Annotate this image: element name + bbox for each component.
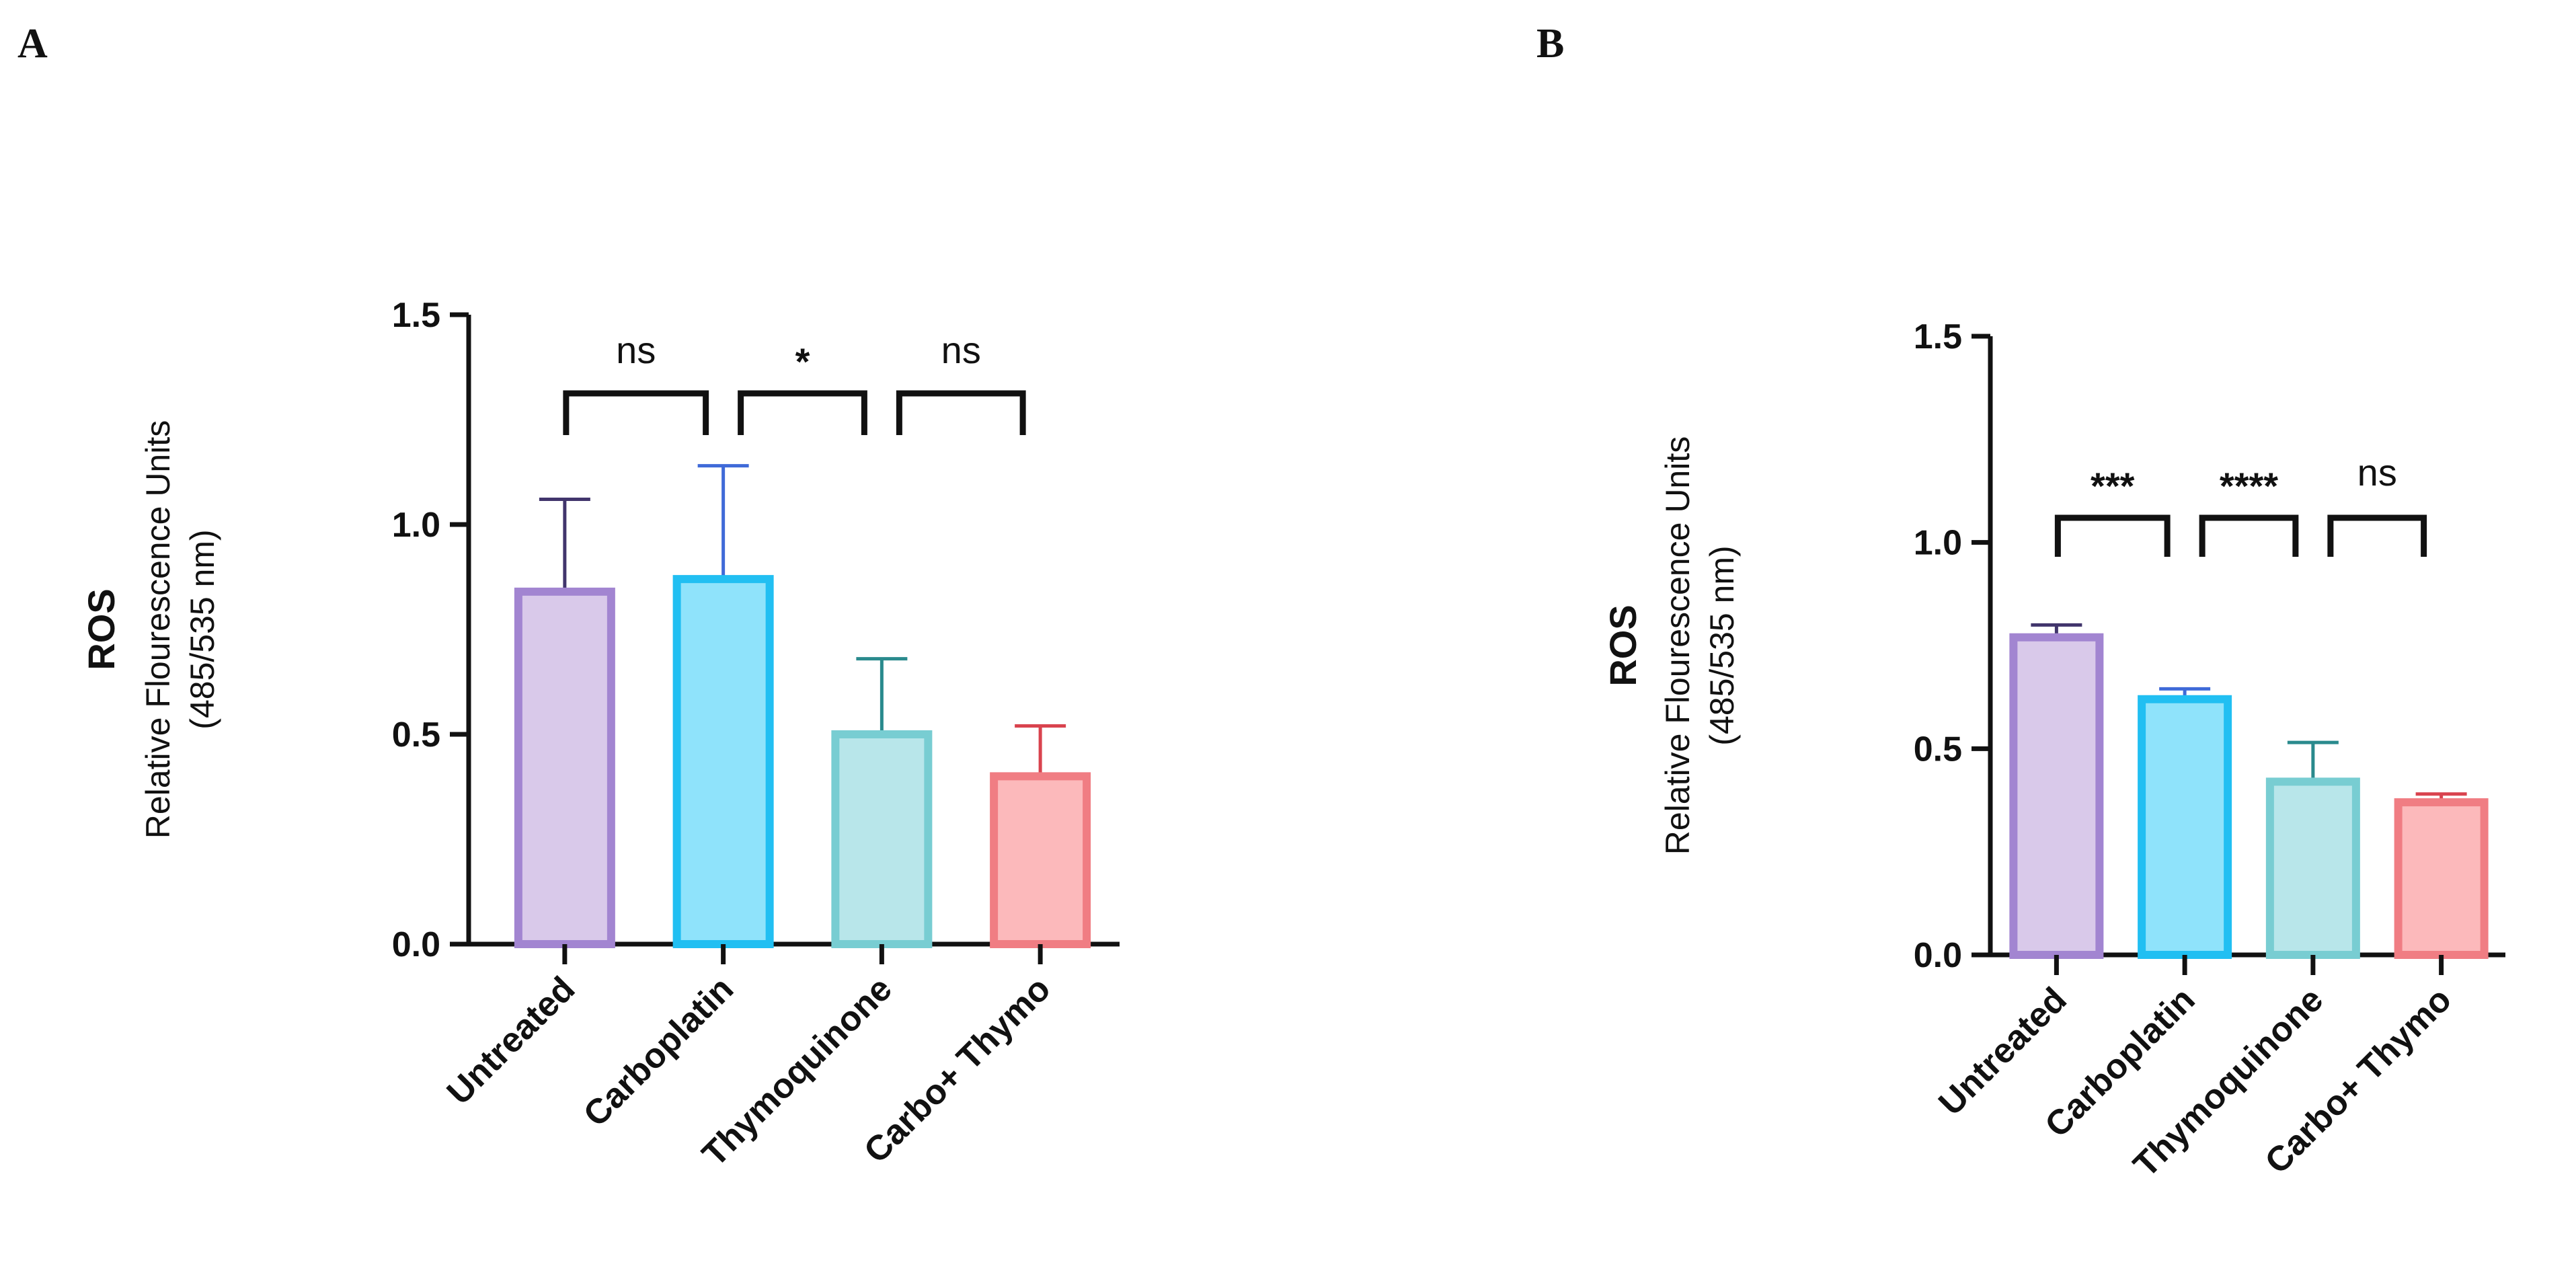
significance-bracket-a xyxy=(896,390,1026,435)
y-tick-label-a: 1.0 xyxy=(392,506,440,545)
bar-a xyxy=(672,575,774,948)
bar-b xyxy=(2009,633,2104,959)
significance-label-a: ns xyxy=(616,329,656,371)
category-label-a: Carboplatin xyxy=(576,969,741,1134)
y-axis-title-a: ROS xyxy=(80,588,122,670)
y-tick-label-b: 1.5 xyxy=(1914,317,1962,356)
y-axis-subtitle-a: Relative Flourescence Units xyxy=(139,420,177,839)
y-tick-label-a: 1.5 xyxy=(392,296,440,335)
significance-label-b: ns xyxy=(2357,451,2397,494)
bar-a xyxy=(831,730,933,948)
significance-bracket-b xyxy=(2199,514,2299,557)
y-tick-label-a: 0.0 xyxy=(392,925,440,964)
panel-b-letter: B xyxy=(1536,21,1565,67)
significance-label-b: **** xyxy=(2220,465,2278,507)
significance-bracket-a xyxy=(563,390,709,435)
bar-a xyxy=(990,772,1091,949)
chart-b: 0.0 0.5 1.0 1.5 ROS Relative Flourescence Uni… xyxy=(1602,317,2505,1185)
y-tick-label-a: 0.5 xyxy=(392,715,440,754)
chart-a: 0.0 0.5 1.0 1.5 ROS Relative Flourescence Uni… xyxy=(80,296,1120,1174)
significance-label-a: ns xyxy=(941,329,981,371)
y-axis-title-b: ROS xyxy=(1602,605,1644,686)
y-tick-label-b: 1.0 xyxy=(1914,524,1962,563)
bar-b xyxy=(2138,695,2232,959)
bar-a xyxy=(514,587,615,948)
significance-bracket-b xyxy=(2327,514,2427,557)
significance-label-a: * xyxy=(795,340,810,383)
y-tick-label-b: 0.5 xyxy=(1914,730,1962,769)
y-axis-units-b: (485/535 nm) xyxy=(1703,545,1741,745)
y-axis-subtitle-b: Relative Flourescence Units xyxy=(1659,436,1696,855)
significance-label-b: *** xyxy=(2091,465,2135,507)
y-axis-units-a: (485/535 nm) xyxy=(184,529,221,729)
panel-a-letter: A xyxy=(17,21,48,67)
y-tick-label-b: 0.0 xyxy=(1914,936,1962,975)
significance-bracket-b xyxy=(2054,514,2171,557)
bar-b xyxy=(2265,777,2360,960)
category-label-a: Untreated xyxy=(440,969,583,1112)
significance-bracket-a xyxy=(738,390,867,435)
bar-b xyxy=(2394,798,2489,959)
